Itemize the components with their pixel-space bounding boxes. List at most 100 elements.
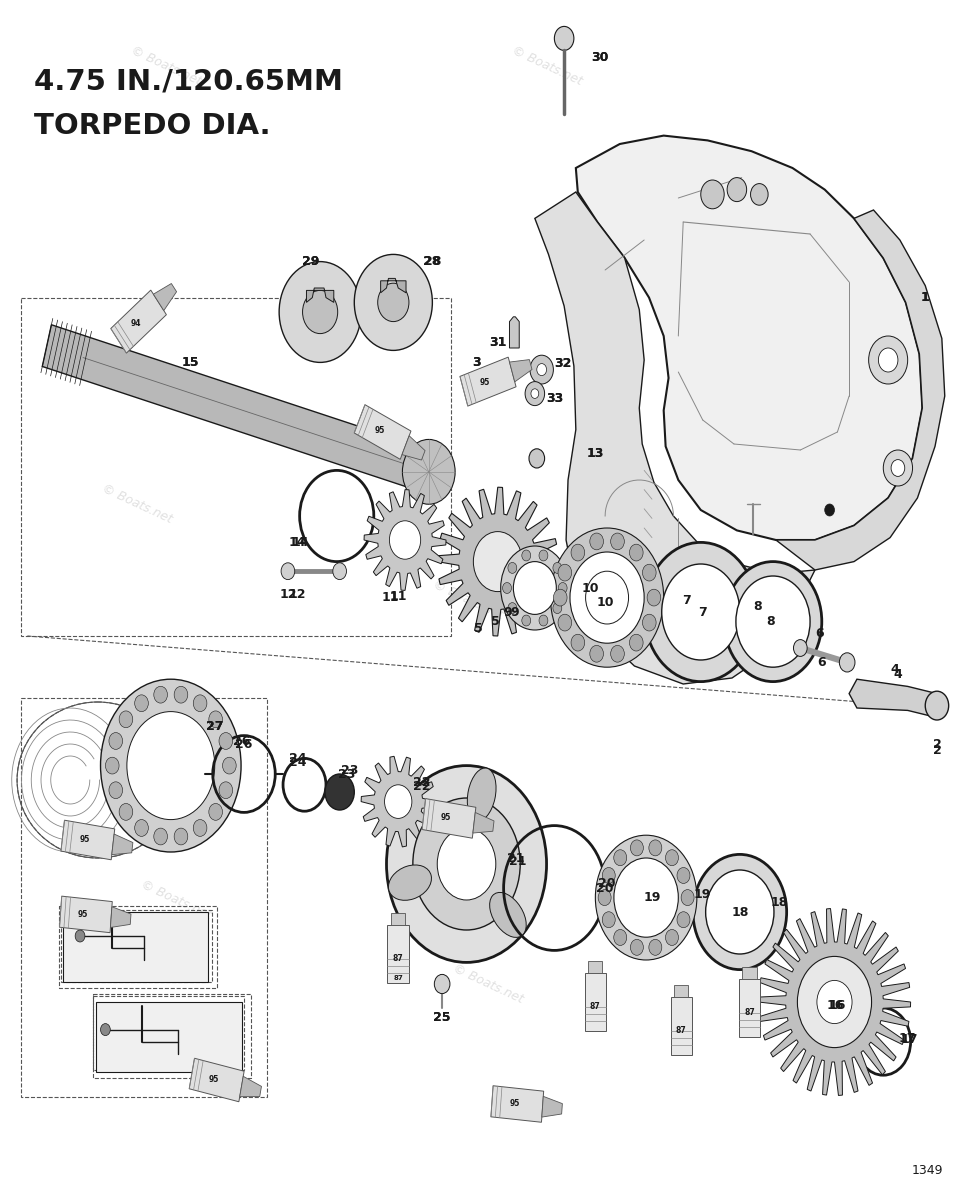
Text: 11: 11: [382, 592, 399, 604]
Circle shape: [611, 533, 625, 550]
Circle shape: [325, 774, 354, 810]
Bar: [585, 973, 606, 1031]
Text: 95: 95: [209, 1075, 219, 1084]
Text: 7: 7: [699, 606, 707, 618]
Circle shape: [539, 616, 548, 626]
Text: © Boats.net: © Boats.net: [100, 482, 174, 526]
Circle shape: [209, 710, 223, 727]
Text: © Boats.net: © Boats.net: [129, 44, 203, 88]
Circle shape: [751, 184, 768, 205]
Polygon shape: [361, 756, 435, 847]
Text: 87: 87: [744, 1008, 755, 1018]
Circle shape: [109, 782, 123, 799]
Circle shape: [386, 766, 547, 962]
Circle shape: [508, 602, 516, 613]
Text: 95: 95: [509, 1099, 519, 1108]
Circle shape: [553, 563, 562, 574]
Circle shape: [558, 582, 567, 594]
Text: 15: 15: [182, 356, 199, 368]
Circle shape: [614, 930, 627, 946]
Bar: [674, 985, 688, 997]
Bar: [63, 912, 208, 982]
Text: 26: 26: [233, 736, 251, 748]
Polygon shape: [111, 290, 166, 353]
Text: 1349: 1349: [912, 1164, 943, 1176]
Text: 3: 3: [472, 356, 480, 368]
Circle shape: [586, 571, 629, 624]
Circle shape: [558, 614, 572, 631]
Text: 13: 13: [587, 448, 604, 460]
Polygon shape: [576, 136, 922, 540]
Circle shape: [522, 616, 531, 626]
Circle shape: [817, 980, 852, 1024]
Circle shape: [825, 504, 834, 516]
Text: 9: 9: [504, 606, 511, 618]
Text: 6: 6: [816, 628, 824, 640]
Circle shape: [614, 858, 678, 937]
Ellipse shape: [388, 865, 431, 900]
Circle shape: [793, 640, 807, 656]
Circle shape: [571, 635, 585, 652]
Circle shape: [727, 178, 747, 202]
Text: © Boats.net: © Boats.net: [451, 962, 525, 1006]
Text: 24: 24: [289, 752, 306, 764]
Circle shape: [279, 262, 361, 362]
Text: 29: 29: [302, 256, 319, 268]
Bar: [96, 1002, 242, 1072]
Text: 23: 23: [341, 764, 358, 776]
Text: 95: 95: [78, 910, 88, 918]
Circle shape: [223, 757, 236, 774]
Bar: [739, 979, 760, 1037]
Circle shape: [402, 439, 455, 504]
Circle shape: [602, 868, 615, 883]
Text: 87: 87: [392, 954, 404, 964]
Polygon shape: [491, 1086, 544, 1122]
Bar: [391, 913, 405, 925]
Circle shape: [666, 850, 678, 865]
Text: 14: 14: [292, 536, 309, 548]
Circle shape: [119, 804, 133, 821]
Circle shape: [614, 850, 627, 865]
Circle shape: [647, 589, 661, 606]
Bar: [743, 967, 756, 979]
Text: 18: 18: [731, 906, 749, 918]
Text: 8: 8: [767, 616, 775, 628]
Circle shape: [303, 290, 338, 334]
Circle shape: [701, 180, 724, 209]
Ellipse shape: [468, 768, 496, 821]
Circle shape: [525, 382, 545, 406]
Circle shape: [677, 912, 690, 928]
Circle shape: [101, 679, 241, 852]
Text: 5: 5: [474, 623, 482, 635]
Text: 17: 17: [901, 1033, 918, 1045]
Circle shape: [135, 695, 148, 712]
Circle shape: [611, 646, 625, 662]
Circle shape: [677, 868, 690, 883]
Text: 21: 21: [508, 856, 526, 868]
Polygon shape: [509, 360, 532, 382]
Text: 29: 29: [302, 256, 319, 268]
Polygon shape: [110, 907, 131, 928]
Text: 19: 19: [643, 892, 661, 904]
Circle shape: [630, 544, 643, 560]
Text: 28: 28: [424, 256, 441, 268]
Text: 25: 25: [433, 1012, 451, 1024]
Circle shape: [154, 828, 168, 845]
Circle shape: [531, 389, 539, 398]
Polygon shape: [460, 358, 516, 406]
Text: 12: 12: [279, 588, 297, 600]
Circle shape: [209, 804, 223, 821]
Circle shape: [508, 563, 516, 574]
Text: 94: 94: [131, 319, 142, 329]
Text: 22: 22: [413, 780, 430, 792]
Circle shape: [530, 355, 553, 384]
Ellipse shape: [490, 893, 526, 937]
Text: 6: 6: [818, 656, 826, 668]
Polygon shape: [60, 896, 112, 932]
Text: 24: 24: [289, 756, 306, 768]
Text: 87: 87: [393, 974, 403, 980]
Polygon shape: [240, 1076, 262, 1097]
Circle shape: [154, 686, 168, 703]
Bar: [93, 996, 244, 1070]
Circle shape: [662, 564, 740, 660]
